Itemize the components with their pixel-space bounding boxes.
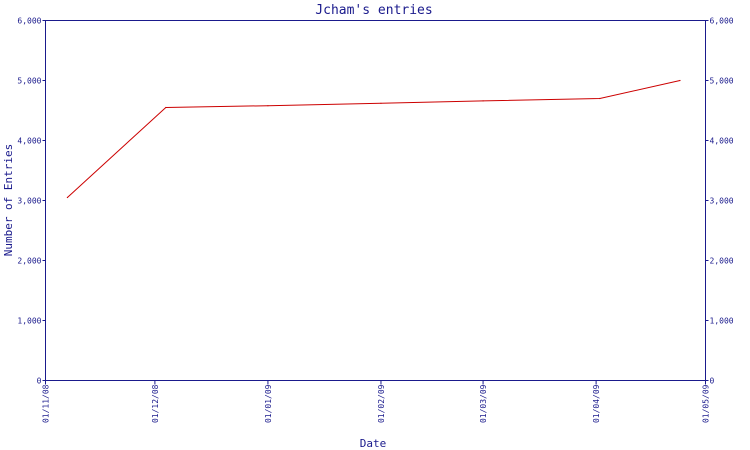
y-tick-label-left: 2,000 [17, 257, 41, 266]
y-tick-label-left: 4,000 [17, 137, 41, 146]
y-tick-label-left: 0 [37, 377, 42, 386]
x-tick-label: 01/03/09 [479, 384, 488, 423]
x-tick-label: 01/02/09 [377, 384, 386, 423]
y-tick-label-right: 6,000 [710, 17, 734, 26]
plot-frame [45, 20, 706, 381]
y-tick-label-left: 6,000 [17, 17, 41, 26]
x-tick-label: 01/11/08 [42, 384, 51, 423]
data-point [267, 105, 269, 107]
series-line [67, 80, 681, 198]
y-tick-label-right: 5,000 [710, 77, 734, 86]
data-point [482, 100, 484, 102]
data-point [165, 106, 167, 109]
data-point [66, 196, 68, 199]
series-group [66, 79, 681, 199]
y-tick-label-right: 3,000 [710, 197, 734, 206]
y-axis: 0 0 1,000 1,000 2,000 2,000 3,000 3,000 4,000 4,0… [17, 17, 733, 386]
data-point [679, 79, 681, 82]
x-tick-label: 01/04/09 [592, 384, 601, 423]
y-tick-label-right: 0 [710, 377, 715, 386]
y-tick-label-left: 5,000 [17, 77, 41, 86]
y-tick-label-left: 1,000 [17, 317, 41, 326]
y-tick-label-right: 1,000 [710, 317, 734, 326]
y-tick-label-right: 2,000 [710, 257, 734, 266]
data-point [599, 97, 601, 100]
chart-title: Jcham's entries [315, 3, 432, 18]
x-axis-label: Date [360, 437, 387, 450]
x-tick-label: 01/05/09 [702, 384, 711, 423]
x-axis: 01/11/08 01/12/08 01/01/09 01/02/09 01/03/09… [42, 380, 711, 423]
y-tick-label-left: 3,000 [17, 197, 41, 206]
x-tick-label: 01/01/09 [264, 384, 273, 423]
x-tick-label: 01/12/08 [151, 384, 160, 423]
data-point [380, 102, 382, 104]
y-tick-label-right: 4,000 [710, 137, 734, 146]
y-axis-label: Number of Entries [2, 144, 15, 257]
